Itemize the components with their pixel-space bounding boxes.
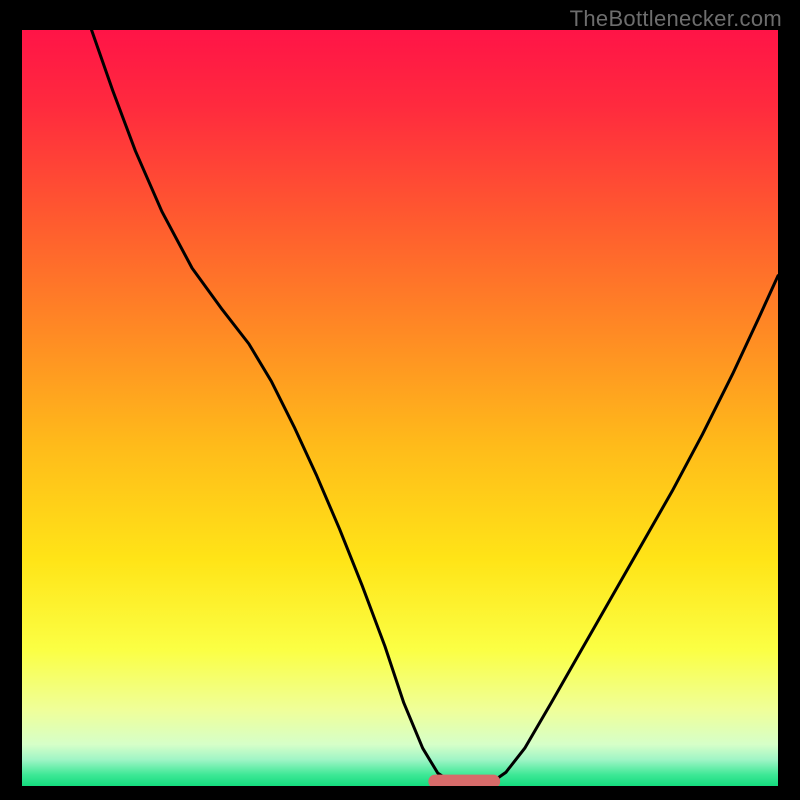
- chart-frame: TheBottlenecker.com: [0, 0, 800, 800]
- bottleneck-line-chart: [22, 30, 778, 786]
- watermark-text: TheBottlenecker.com: [570, 6, 782, 32]
- chart-background: [22, 30, 778, 786]
- bottom-marker: [428, 775, 500, 786]
- plot-area: [22, 30, 778, 786]
